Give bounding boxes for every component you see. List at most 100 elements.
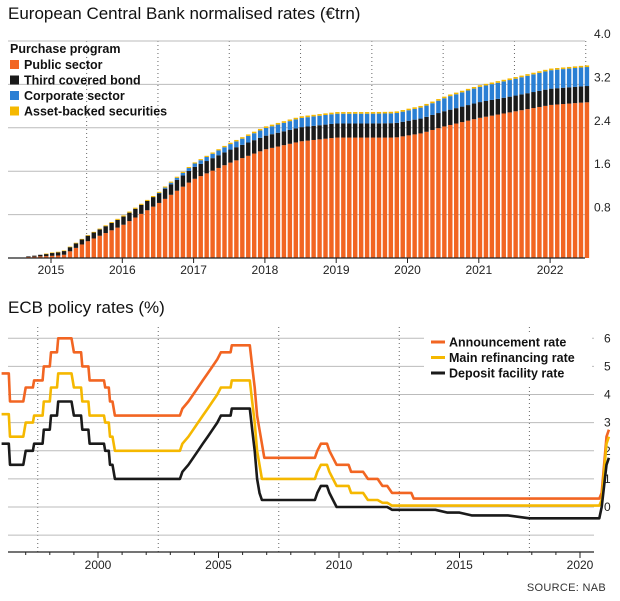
bar-segment bbox=[394, 111, 400, 114]
legend-label: Corporate sector bbox=[24, 89, 125, 103]
bar-segment bbox=[168, 182, 174, 185]
bar-segment bbox=[115, 218, 120, 220]
y-tick-label: 5 bbox=[604, 359, 611, 373]
bar-segment bbox=[44, 256, 49, 258]
bar-segment bbox=[483, 101, 489, 117]
bar-segment bbox=[228, 162, 233, 258]
bar-segment bbox=[317, 139, 322, 258]
bar-segment bbox=[531, 92, 536, 109]
bar-segment bbox=[335, 112, 340, 114]
bar-segment bbox=[299, 116, 304, 118]
bar-segment bbox=[424, 105, 429, 117]
bar-segment bbox=[448, 109, 453, 125]
bar-segment bbox=[228, 149, 233, 163]
bar-segment bbox=[174, 179, 180, 191]
bar-segment bbox=[67, 247, 73, 252]
bar-segment bbox=[394, 137, 400, 258]
bar-segment bbox=[145, 200, 150, 211]
bar-segment bbox=[109, 223, 114, 231]
bar-segment bbox=[418, 107, 423, 119]
series-line bbox=[1, 337, 611, 500]
bar-segment bbox=[364, 112, 370, 114]
bar-segment bbox=[109, 222, 114, 224]
bar-segment bbox=[513, 77, 518, 79]
bar-segment bbox=[495, 98, 501, 115]
bar-segment bbox=[192, 166, 197, 179]
bar-segment bbox=[525, 93, 530, 110]
bar-segment bbox=[483, 83, 489, 86]
bar-segment bbox=[198, 163, 203, 177]
bar-segment bbox=[198, 159, 203, 161]
bar-segment bbox=[317, 125, 322, 140]
bar-segment bbox=[388, 123, 394, 138]
x-tick-label: 2018 bbox=[252, 263, 279, 277]
bar-segment bbox=[287, 129, 293, 144]
bar-segment bbox=[67, 251, 73, 258]
bar-segment bbox=[162, 187, 168, 189]
bar-segment bbox=[299, 141, 304, 258]
bar-segment bbox=[216, 150, 221, 156]
bar-segment bbox=[85, 235, 91, 242]
bar-segment bbox=[400, 136, 405, 258]
bar-segment bbox=[341, 123, 346, 138]
bar-segment bbox=[61, 251, 67, 255]
bar-segment bbox=[38, 256, 43, 258]
bar-segment bbox=[358, 112, 364, 114]
bar-segment bbox=[560, 69, 566, 88]
bar-segment bbox=[162, 186, 168, 188]
bar-segment bbox=[287, 119, 293, 122]
bar-segment bbox=[139, 203, 144, 205]
bar-segment bbox=[246, 134, 251, 136]
bar-segment bbox=[341, 113, 346, 124]
bar-segment bbox=[341, 112, 346, 114]
bar-segment bbox=[412, 108, 417, 120]
bar-segment bbox=[240, 138, 245, 145]
bar-segment bbox=[323, 124, 328, 139]
bar-segment bbox=[560, 87, 566, 105]
bar-segment bbox=[382, 111, 388, 114]
bar-segment bbox=[400, 111, 405, 122]
bar-segment bbox=[543, 69, 548, 72]
bar-segment bbox=[560, 104, 566, 258]
bar-segment bbox=[246, 155, 251, 258]
bar-segment bbox=[127, 212, 132, 222]
x-tick-label: 2005 bbox=[205, 558, 232, 572]
bar-segment bbox=[358, 123, 364, 138]
bar-segment bbox=[97, 229, 102, 236]
bar-segment bbox=[299, 127, 304, 142]
source-note: SOURCE: NAB bbox=[526, 582, 606, 594]
x-tick-label: 2020 bbox=[394, 263, 421, 277]
bar-segment bbox=[228, 142, 233, 145]
bar-segment bbox=[156, 193, 162, 203]
bar-segment bbox=[222, 145, 227, 148]
bar-segment bbox=[210, 153, 215, 159]
bar-segment bbox=[299, 117, 304, 128]
bar-segment bbox=[483, 85, 489, 102]
bar-segment bbox=[49, 252, 55, 254]
bar-segment bbox=[335, 123, 340, 138]
bar-segment bbox=[525, 75, 530, 94]
bar-segment bbox=[263, 126, 269, 128]
bar-segment bbox=[263, 135, 269, 150]
bar-segment bbox=[281, 121, 287, 123]
bar-segment bbox=[269, 134, 275, 148]
bar-segment bbox=[382, 123, 388, 138]
bar-segment bbox=[55, 252, 61, 256]
bar-segment bbox=[162, 188, 168, 199]
x-tick-label: 2022 bbox=[537, 263, 564, 277]
x-tick-label: 2015 bbox=[38, 263, 65, 277]
bar-segment bbox=[560, 67, 566, 70]
bar-segment bbox=[85, 241, 91, 258]
bar-segment bbox=[353, 123, 358, 138]
bar-segment bbox=[174, 176, 180, 178]
bar-segment bbox=[61, 254, 67, 258]
bar-segment bbox=[454, 94, 459, 109]
bar-segment bbox=[412, 134, 417, 258]
bar-segment bbox=[353, 113, 358, 124]
bar-segment bbox=[430, 114, 435, 130]
bar-segment bbox=[49, 253, 55, 256]
y-tick-label: 0 bbox=[604, 500, 611, 514]
bar-segment bbox=[489, 84, 495, 100]
bar-segment bbox=[257, 128, 263, 131]
